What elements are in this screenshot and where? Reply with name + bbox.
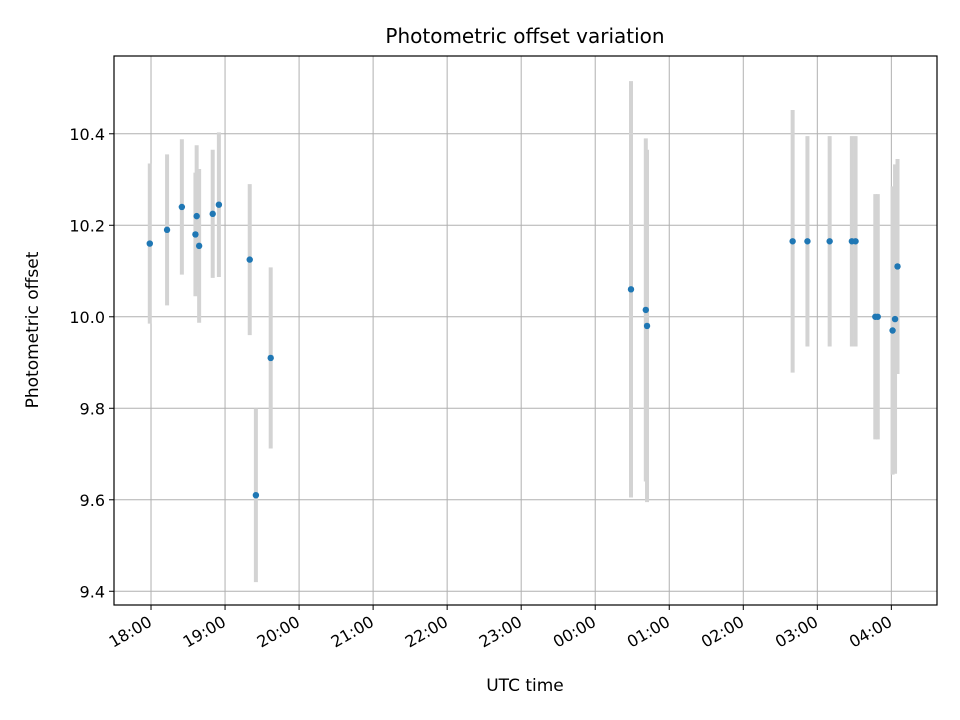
data-point	[643, 322, 651, 330]
data-point	[894, 263, 901, 270]
chart-title: Photometric offset variation	[385, 24, 664, 48]
data-point	[163, 226, 171, 234]
data-point	[252, 492, 260, 499]
y-tick-label: 10.2	[69, 216, 105, 235]
data-point	[246, 256, 253, 263]
data-point	[627, 286, 635, 293]
x-axis-title: UTC time	[486, 676, 564, 696]
data-point	[852, 238, 859, 245]
data-point	[804, 238, 811, 245]
data-point	[192, 231, 199, 238]
y-tick-label: 10.4	[69, 125, 105, 144]
data-point	[146, 240, 153, 247]
data-point	[193, 212, 200, 220]
data-points	[146, 201, 901, 499]
y-axis-title: Photometric offset	[23, 251, 43, 408]
y-tick-label: 9.8	[80, 399, 105, 418]
data-point	[642, 306, 650, 314]
plot-area-frame	[113, 55, 938, 606]
data-point	[891, 315, 899, 323]
y-tick-label: 10.0	[69, 308, 105, 327]
y-tick-label: 9.6	[80, 491, 105, 510]
data-point	[874, 313, 881, 320]
data-point	[267, 354, 274, 362]
data-point	[889, 327, 896, 334]
data-point	[215, 201, 223, 208]
data-point	[178, 203, 186, 211]
y-tick-label: 9.4	[80, 582, 105, 601]
data-point	[789, 238, 796, 245]
y-axis-ticks: 9.4 9.6 9.8 10.0 10.2 10.4	[69, 125, 114, 601]
data-point	[195, 242, 203, 250]
data-point	[826, 238, 833, 245]
data-point	[209, 210, 216, 218]
